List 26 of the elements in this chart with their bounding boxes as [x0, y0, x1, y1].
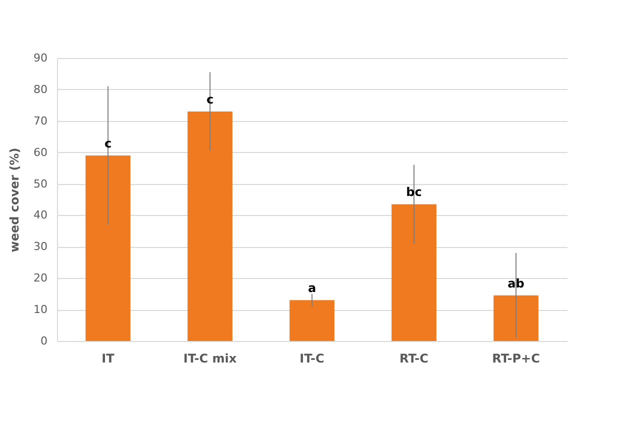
- y-tick-label: 10: [34, 303, 48, 316]
- annotation: ab: [508, 276, 525, 290]
- annotation: bc: [406, 185, 422, 200]
- y-tick-label: 0: [40, 334, 48, 348]
- x-tick-label: RT-P+C: [492, 352, 540, 366]
- y-tick-label: 90: [34, 52, 48, 64]
- y-tick-label: 80: [34, 82, 48, 96]
- y-tick-label: 30: [34, 240, 48, 254]
- annotation: a: [308, 281, 316, 296]
- bar: [494, 295, 538, 341]
- y-tick-label: 20: [34, 272, 48, 285]
- y-tick-label: 40: [34, 208, 48, 222]
- bar: [290, 300, 334, 341]
- y-tick-label: 60: [34, 146, 48, 159]
- bar: [86, 155, 130, 341]
- bar: [392, 204, 436, 341]
- y-axis-title: weed cover (%): [8, 148, 22, 252]
- bar: [188, 111, 232, 341]
- x-tick-label: IT: [102, 352, 116, 366]
- y-tick-label: 50: [34, 177, 48, 190]
- annotation: c: [206, 92, 214, 106]
- x-tick-label: IT-C: [300, 352, 325, 366]
- y-tick-label: 70: [34, 114, 48, 128]
- x-tick-label: IT-C mix: [183, 352, 237, 366]
- x-tick-label: RT-C: [400, 352, 429, 366]
- annotation: c: [104, 136, 112, 150]
